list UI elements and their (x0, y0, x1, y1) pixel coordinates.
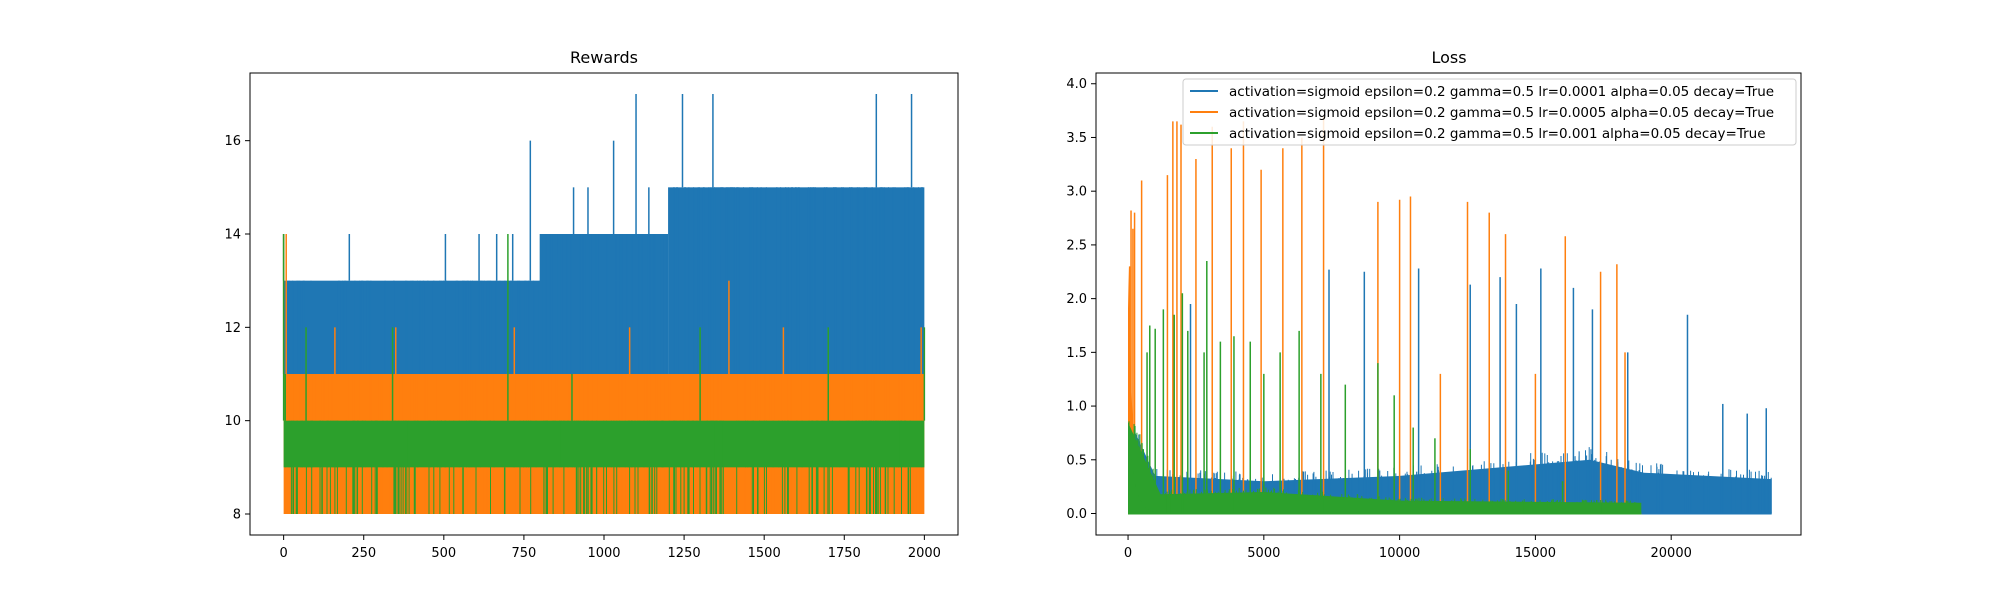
legend-label: activation=sigmoid epsilon=0.2 gamma=0.5… (1229, 105, 1774, 121)
x-axis-ticks: 0 250 500 750 1000 1250 1500 1750 2000 (279, 535, 941, 561)
x-tick-label: 250 (351, 546, 376, 561)
x-tick-label: 20000 (1651, 546, 1692, 561)
rewards-series-layer (282, 94, 926, 514)
x-tick-label: 1000 (587, 546, 620, 561)
y-tick-label: 1.0 (1066, 400, 1087, 415)
series-line-0 (282, 94, 925, 374)
chart-title: Loss (1431, 48, 1466, 67)
y-tick-label: 3.5 (1066, 131, 1087, 146)
x-tick-label: 15000 (1515, 546, 1556, 561)
y-tick-label: 8 (233, 508, 241, 523)
x-tick-label: 750 (511, 546, 536, 561)
rewards-chart: Rewards 0 250 500 750 1000 1250 1500 1750 2000 8… (224, 48, 959, 561)
y-tick-label: 0.0 (1066, 507, 1087, 522)
y-tick-label: 4.0 (1066, 77, 1087, 92)
loss-chart: Loss 0 5000 10000 15000 20000 0.0 0.5 1.0 1.5 2.… (1066, 48, 1802, 561)
series-decay (1128, 422, 1161, 514)
x-tick-label: 1500 (748, 546, 781, 561)
y-tick-label: 3.0 (1066, 185, 1087, 200)
y-tick-label: 12 (224, 321, 241, 336)
y-tick-label: 0.5 (1066, 453, 1087, 468)
series-line-2 (282, 234, 926, 514)
x-tick-label: 0 (1124, 546, 1132, 561)
legend-label: activation=sigmoid epsilon=0.2 gamma=0.5… (1229, 84, 1774, 100)
series-texture (286, 187, 924, 374)
legend-label: activation=sigmoid epsilon=0.2 gamma=0.5… (1229, 126, 1766, 142)
series-band (1128, 422, 1642, 514)
series-texture (285, 420, 923, 514)
legend-box (1182, 78, 1797, 146)
series-texture (1128, 421, 1637, 514)
chart-title: Rewards (570, 48, 638, 67)
y-tick-label: 1.5 (1066, 346, 1087, 361)
y-tick-label: 16 (224, 134, 241, 149)
x-tick-label: 500 (431, 546, 456, 561)
y-tick-label: 2.5 (1066, 238, 1087, 253)
series-line-0 (1128, 268, 1772, 515)
legend: activation=sigmoid epsilon=0.2 gamma=0.5… (1182, 78, 1797, 146)
series-band (283, 280, 428, 374)
loss-series-layer (1128, 115, 1772, 515)
y-tick-label: 2.0 (1066, 292, 1087, 307)
x-tick-label: 0 (279, 546, 287, 561)
x-tick-label: 1250 (668, 546, 701, 561)
y-axis-ticks: 0.0 0.5 1.0 1.5 2.0 2.5 3.0 3.5 4.0 (1066, 77, 1096, 522)
y-tick-label: 10 (224, 414, 241, 429)
plot-frame (1095, 72, 1802, 536)
y-axis-ticks: 8 10 12 14 16 (224, 134, 250, 523)
x-axis-ticks: 0 5000 10000 15000 20000 (1124, 535, 1692, 561)
y-tick-label: 14 (224, 228, 241, 243)
x-tick-label: 2000 (908, 546, 941, 561)
series-line-2 (1128, 261, 1642, 515)
x-tick-label: 10000 (1379, 546, 1420, 561)
x-tick-label: 5000 (1247, 546, 1280, 561)
x-tick-label: 1750 (828, 546, 861, 561)
